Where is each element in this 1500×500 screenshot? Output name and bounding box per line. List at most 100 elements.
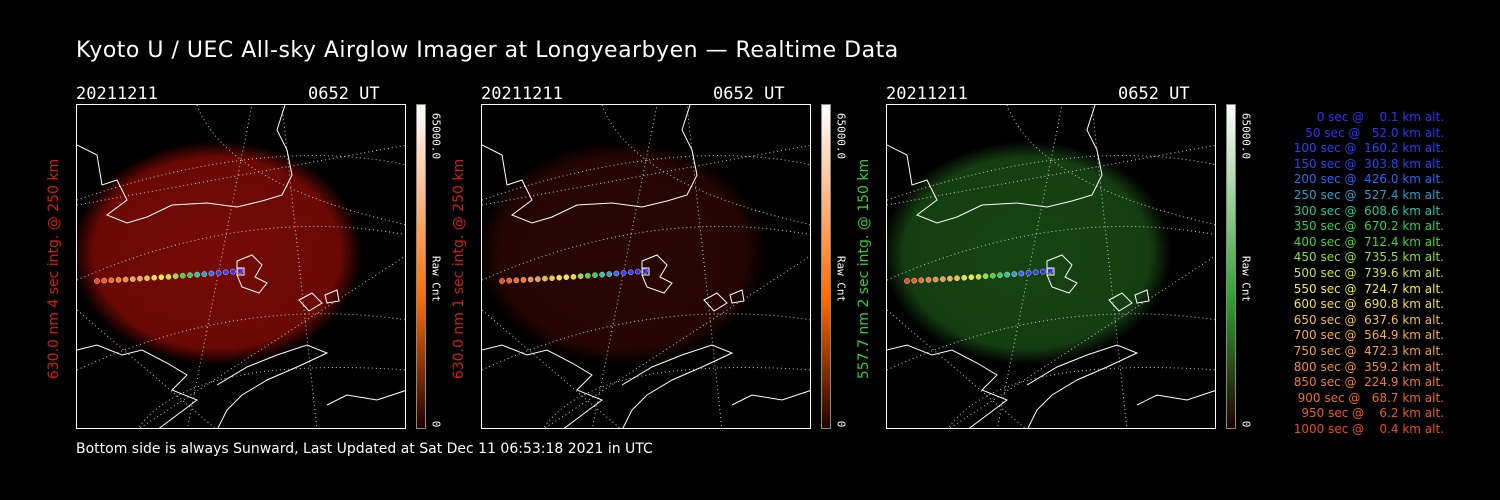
coastline-svalbard [641, 254, 673, 294]
trajectory-point [130, 276, 136, 282]
trajectory-point [208, 270, 215, 277]
panel-date: 20211211 [76, 84, 158, 104]
footer-status: Bottom side is always Sunward, Last Upda… [76, 441, 653, 457]
trajectory-point [1011, 271, 1018, 277]
trajectory-point [535, 276, 541, 282]
map-canvas [482, 105, 810, 428]
legend-entry: 800 sec @ 359.2 km alt. [1293, 359, 1444, 374]
meridian-line [544, 255, 810, 428]
coastline-scandinavia [77, 344, 199, 428]
coastline-franz-josef [298, 289, 340, 312]
panel-time: 0652 UT [308, 84, 380, 104]
meridian-line [887, 309, 1026, 428]
map-canvas [887, 105, 1215, 428]
trajectory-point [556, 274, 562, 281]
trajectory-point [527, 276, 534, 283]
colorbar [821, 104, 831, 429]
trajectory-point [961, 274, 967, 281]
trajectory-point [222, 269, 229, 276]
trajectory-point [513, 277, 520, 284]
coastline-siberia [326, 390, 405, 406]
trajectory-point [997, 272, 1003, 278]
trajectory-point [911, 277, 918, 284]
panel-wavelength-label: 557.7 nm 2 sec intg. @ 150 km [856, 158, 872, 380]
meridian-line [281, 105, 318, 428]
trajectory-point [151, 274, 157, 281]
coastline-greenland [887, 105, 1103, 224]
legend-entry: 50 sec @ 52.0 km alt. [1305, 125, 1444, 140]
legend-entry: 700 sec @ 564.9 km alt. [1293, 328, 1444, 343]
colorbar-min: 0 [834, 420, 848, 428]
trajectory-point [194, 271, 200, 278]
airglow-panel-630nm-1sec: 20211211 0652 UT 630.0 nm 1 sec intg. @ … [451, 84, 921, 434]
legend-entry: 600 sec @ 690.8 km alt. [1293, 297, 1444, 312]
coastline-svalbard [1046, 254, 1078, 294]
panel-wavelength-label: 630.0 nm 4 sec intg. @ 250 km [46, 158, 62, 380]
trajectory-point [990, 272, 996, 279]
trajectory-point [542, 275, 548, 282]
trajectory-point [1039, 268, 1046, 275]
trajectory-point [613, 270, 620, 277]
meridian-line [139, 255, 405, 428]
legend-entry: 0 sec @ 0.1 km alt. [1316, 110, 1444, 124]
trajectory-point [101, 277, 108, 284]
trajectory-point [165, 273, 172, 280]
coastline-scandinavia [482, 344, 604, 428]
legend-entry: 350 sec @ 670.2 km alt. [1293, 219, 1444, 234]
legend-entry: 1000 sec @ 0.4 km alt. [1293, 421, 1444, 436]
trajectory-point [1018, 270, 1025, 277]
colorbar-max: 65000.0 [834, 112, 848, 160]
airglow-emission [482, 141, 767, 365]
trajectory-point [187, 272, 193, 278]
colorbar-min: 0 [429, 420, 443, 428]
legend-entry: 850 sec @ 224.9 km alt. [1293, 375, 1444, 390]
trajectory-point [982, 273, 989, 279]
airglow-emission [887, 141, 1172, 365]
trajectory-point [115, 277, 122, 283]
legend-entry: 900 sec @ 68.7 km alt. [1297, 390, 1444, 405]
launch-site-marker [1046, 267, 1055, 276]
airglow-emission [77, 141, 362, 365]
legend-entry: 200 sec @ 426.0 km alt. [1293, 172, 1444, 187]
launch-site-marker [641, 267, 650, 276]
trajectory-point [954, 275, 960, 281]
legend-entry: 150 sec @ 303.8 km alt. [1293, 156, 1444, 171]
meridian-line [1091, 105, 1128, 428]
colorbar-max: 65000.0 [1239, 112, 1253, 160]
trajectory-point [499, 278, 505, 284]
legend-entry: 650 sec @ 637.6 km alt. [1293, 312, 1444, 327]
trajectory-point [634, 268, 641, 275]
coastline-siberia [731, 390, 810, 406]
colorbar [416, 104, 426, 429]
trajectory-point [1047, 268, 1053, 274]
trajectory-point [627, 269, 634, 276]
legend-entry: 100 sec @ 160.2 km alt. [1293, 141, 1444, 156]
coastline-novaya-zemlya [1026, 344, 1139, 428]
trajectory-point [940, 276, 946, 282]
trajectory-point [201, 271, 208, 277]
panel-wavelength-label: 630.0 nm 1 sec intg. @ 250 km [451, 158, 467, 380]
colorbar-max: 65000.0 [429, 112, 443, 160]
trajectory-point [1025, 270, 1032, 276]
trajectory-point [144, 275, 150, 281]
colorbar-unit: Raw Cnt [429, 255, 443, 303]
coastline-novaya-zemlya [216, 344, 329, 428]
trajectory-point [968, 274, 975, 280]
trajectory-point [599, 271, 605, 278]
legend-entry: 750 sec @ 472.3 km alt. [1293, 343, 1444, 358]
coastline-svalbard [236, 254, 268, 294]
trajectory-point [947, 275, 953, 282]
trajectory-point [158, 274, 165, 280]
coastline-franz-josef [1108, 289, 1150, 312]
trajectory-point [932, 276, 939, 283]
trajectory-point [592, 272, 598, 278]
meridian-line [186, 105, 253, 428]
trajectory-point [975, 273, 982, 280]
legend-entry: 550 sec @ 724.7 km alt. [1293, 281, 1444, 296]
trajectory-point [918, 277, 925, 284]
colorbar-unit: Raw Cnt [1239, 255, 1253, 303]
coastline-greenland [77, 105, 293, 224]
airglow-panel-557nm-2sec: 20211211 0652 UT 557.7 nm 2 sec intg. @ … [856, 84, 1326, 434]
legend-entry: 300 sec @ 608.6 km alt. [1293, 203, 1444, 218]
coastline-franz-josef [703, 289, 745, 312]
